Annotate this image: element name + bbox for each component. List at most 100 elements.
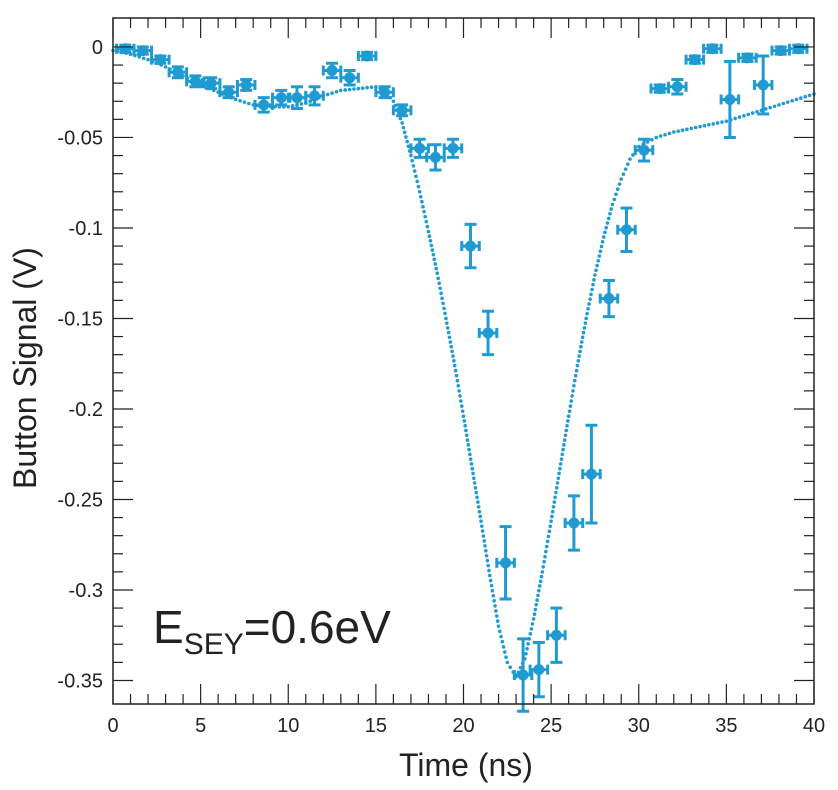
data-point	[235, 78, 257, 92]
simulation-dot	[330, 91, 334, 95]
simulation-dot	[566, 414, 571, 419]
simulation-dot	[447, 335, 452, 340]
simulation-dot	[698, 124, 702, 129]
simulation-dot	[137, 55, 142, 59]
data-marker	[429, 151, 441, 163]
x-tick-label: 10	[277, 715, 299, 737]
data-point	[218, 85, 239, 100]
simulation-dot	[450, 349, 454, 354]
simulation-dot	[589, 292, 593, 297]
simulation-dot	[472, 481, 477, 485]
simulation-dot	[542, 559, 546, 564]
simulation-dot	[141, 56, 146, 61]
data-point	[391, 103, 413, 118]
simulation-dot	[526, 642, 530, 646]
data-marker	[550, 629, 562, 641]
data-point	[409, 137, 430, 159]
simulation-dot	[599, 244, 604, 249]
simulation-dot	[567, 409, 572, 413]
data-point	[528, 640, 550, 699]
simulation-dot	[417, 189, 422, 194]
simulation-dot	[398, 116, 403, 121]
data-point	[339, 68, 360, 87]
simulation-dot	[428, 239, 433, 243]
axis-ticks: 0 5 10 15 20 25 30 35 40 0 -0.05 -0.1 -0.15 -0.2 -0.25…	[57, 18, 825, 737]
simulation-dot	[435, 271, 440, 276]
simulation-dot	[477, 509, 482, 514]
simulation-dot	[746, 112, 751, 117]
simulation-dot	[476, 500, 480, 504]
simulation-dot	[490, 588, 495, 593]
simulation-dot	[549, 519, 553, 523]
simulation-dot	[559, 457, 564, 461]
data-point	[633, 137, 655, 163]
simulation-dot	[468, 457, 473, 461]
data-marker	[568, 517, 580, 529]
simulation-dot	[597, 254, 602, 258]
simulation-dot	[583, 321, 588, 325]
data-marker	[379, 86, 391, 98]
simulation-dot	[554, 490, 558, 495]
simulation-dot	[539, 574, 544, 579]
simulation-dot	[552, 500, 557, 504]
simulation-dot	[595, 263, 599, 268]
simulation-dot	[457, 389, 461, 393]
data-point	[477, 309, 499, 357]
simulation-dot	[606, 216, 611, 221]
data-marker	[275, 92, 287, 104]
data-marker	[291, 92, 303, 104]
annotation-value: =0.6eV	[244, 601, 391, 653]
simulation-dot	[452, 363, 457, 368]
simulation-dot	[799, 96, 803, 100]
simulation-dot	[672, 130, 676, 134]
simulation-dot	[421, 204, 425, 209]
simulation-dot	[444, 316, 448, 321]
simulation-dot	[482, 539, 487, 543]
annotation-subscript: SEY	[184, 628, 244, 661]
simulation-dot	[617, 182, 622, 186]
data-marker	[414, 142, 426, 154]
simulation-dot	[777, 103, 781, 107]
simulation-dot	[233, 97, 238, 102]
simulation-dot	[461, 414, 466, 419]
simulation-dot	[544, 544, 549, 549]
simulation-dot	[404, 135, 408, 139]
simulation-dot	[412, 169, 417, 173]
simulation-dot	[565, 423, 569, 428]
simulation-dot	[391, 99, 396, 104]
simulation-dot	[772, 104, 777, 109]
data-marker	[465, 240, 477, 252]
x-tick-label: 35	[715, 715, 737, 737]
simulation-dot	[556, 476, 561, 481]
simulation-dot	[574, 368, 579, 373]
simulation-dot	[465, 438, 470, 442]
simulation-dot	[500, 639, 505, 644]
data-point	[667, 78, 688, 96]
data-marker	[482, 327, 494, 339]
simulation-dot	[476, 505, 481, 509]
data-marker	[757, 79, 769, 91]
y-axis-title: Button Signal (V)	[7, 247, 43, 489]
simulation-dot	[680, 128, 685, 133]
simulation-dot	[308, 99, 312, 104]
data-marker	[258, 99, 270, 111]
simulation-dot	[625, 162, 630, 166]
simulation-dot	[541, 565, 546, 569]
simulation-dot	[532, 612, 537, 617]
simulation-dot	[580, 335, 585, 340]
data-point	[253, 96, 274, 114]
data-marker	[689, 54, 701, 66]
simulation-dot	[530, 622, 535, 626]
simulation-dot	[356, 86, 361, 91]
simulation-dot	[558, 466, 562, 471]
simulation-dot	[572, 383, 576, 388]
simulation-dot	[495, 619, 500, 623]
simulation-dot	[459, 404, 464, 408]
simulation-dot	[463, 423, 467, 428]
data-point	[546, 606, 567, 664]
data-marker	[119, 43, 131, 55]
simulation-dot	[586, 307, 590, 311]
annotation-base: E	[153, 601, 184, 653]
simulation-dot	[579, 340, 584, 344]
data-marker	[741, 52, 753, 64]
